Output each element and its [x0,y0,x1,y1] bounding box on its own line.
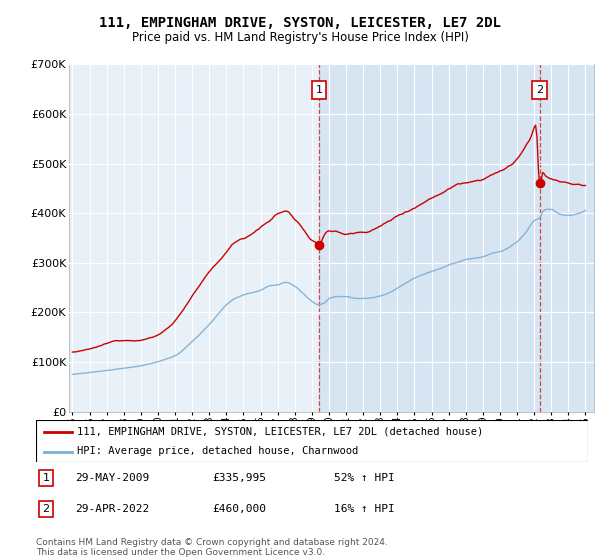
Text: Price paid vs. HM Land Registry's House Price Index (HPI): Price paid vs. HM Land Registry's House … [131,31,469,44]
Text: £460,000: £460,000 [212,504,266,514]
Text: 2: 2 [536,85,544,95]
Text: 111, EMPINGHAM DRIVE, SYSTON, LEICESTER, LE7 2DL: 111, EMPINGHAM DRIVE, SYSTON, LEICESTER,… [99,16,501,30]
Text: 111, EMPINGHAM DRIVE, SYSTON, LEICESTER, LE7 2DL (detached house): 111, EMPINGHAM DRIVE, SYSTON, LEICESTER,… [77,427,484,437]
Text: Contains HM Land Registry data © Crown copyright and database right 2024.
This d: Contains HM Land Registry data © Crown c… [36,538,388,557]
Text: £335,995: £335,995 [212,473,266,483]
Bar [319,64,594,412]
Text: 29-MAY-2009: 29-MAY-2009 [74,473,149,483]
Text: 29-APR-2022: 29-APR-2022 [74,504,149,514]
Text: 2: 2 [43,504,49,514]
Text: 16% ↑ HPI: 16% ↑ HPI [334,504,395,514]
Text: 1: 1 [43,473,49,483]
Text: 1: 1 [316,85,323,95]
Text: 52% ↑ HPI: 52% ↑ HPI [334,473,395,483]
Text: HPI: Average price, detached house, Charnwood: HPI: Average price, detached house, Char… [77,446,359,456]
